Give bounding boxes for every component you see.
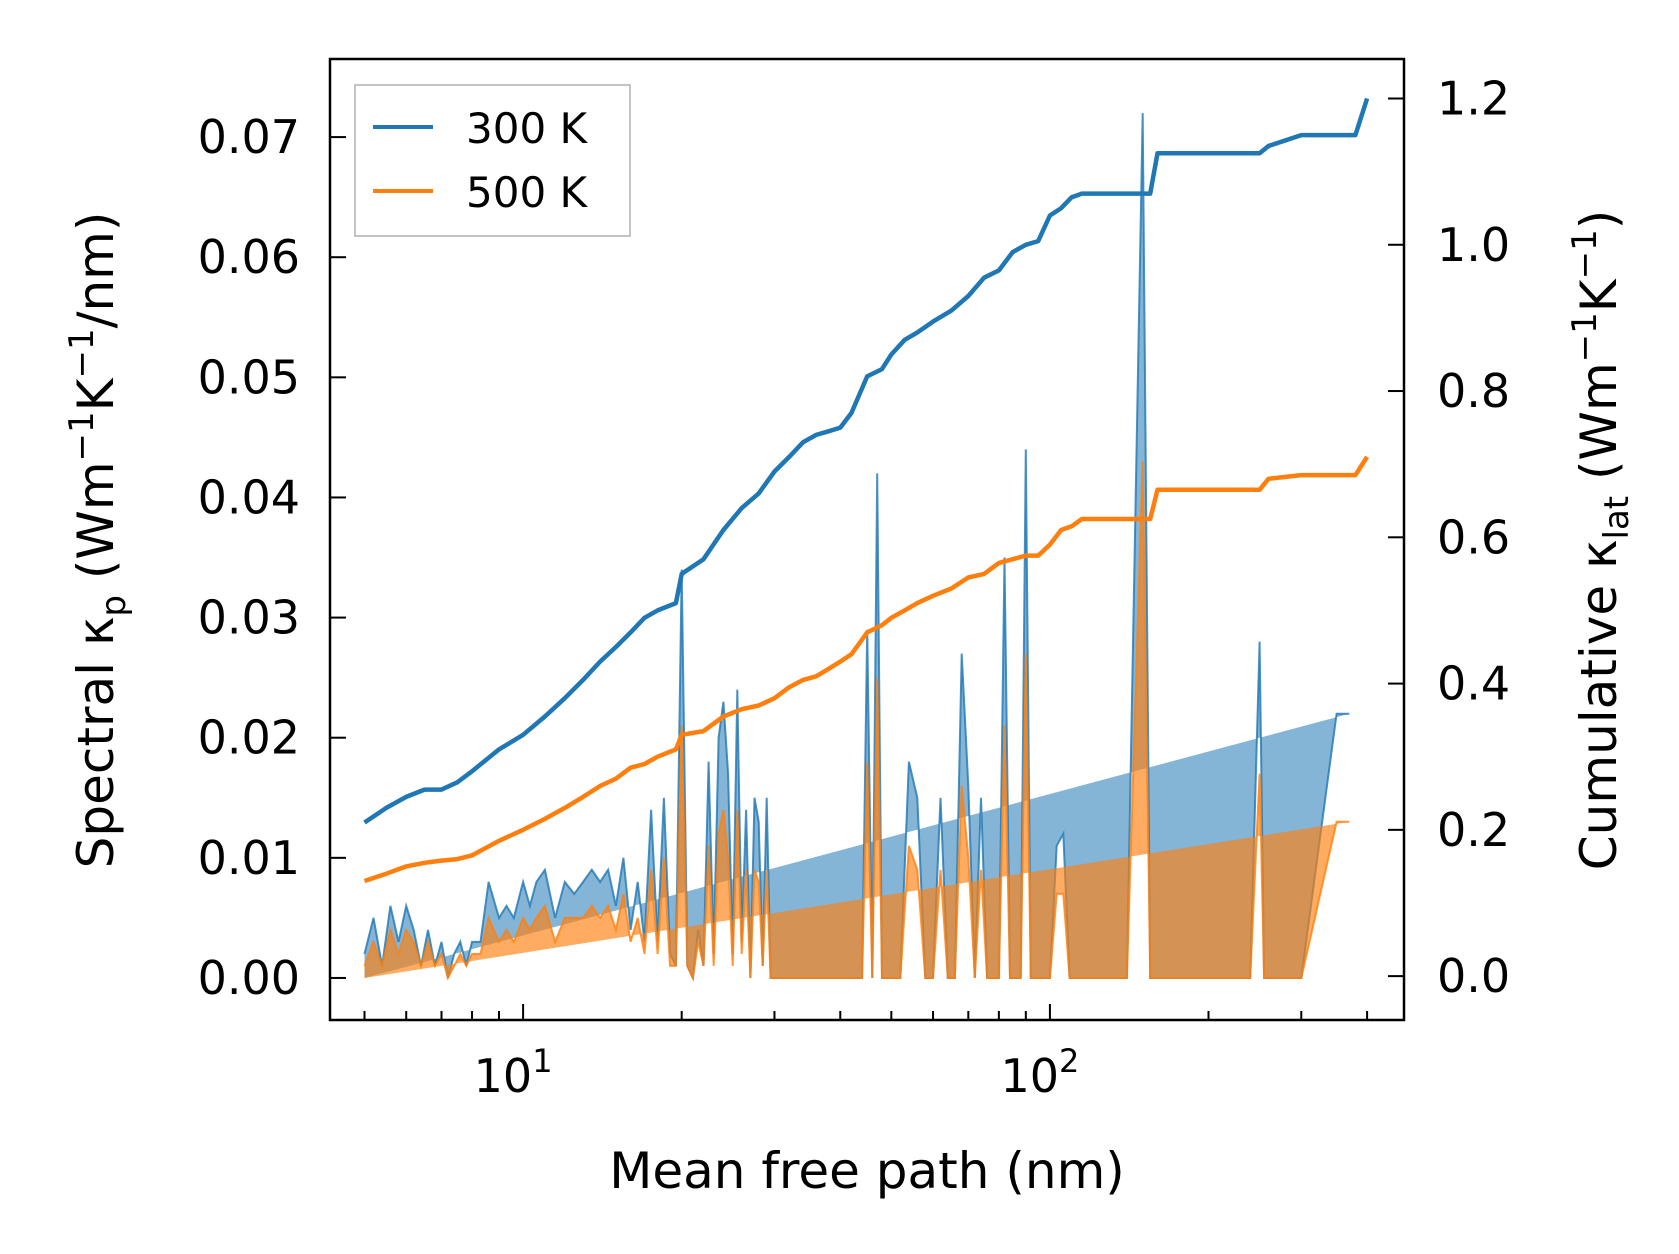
y-right-axis-label: Cumulative κlat (Wm−1K−1) [1565,210,1637,870]
y-right-tick-label: 0.6 [1437,510,1510,564]
y-axis-left: 0.00 0.01 0.02 0.03 0.04 0.05 0.06 0.07 [198,110,346,1005]
y-right-tick-label: 1.0 [1437,218,1510,272]
legend-label-500k: 500 K [466,168,589,217]
y-right-tick-label: 0.4 [1437,657,1510,711]
cumulative-line-300k [363,97,1370,825]
x-axis: 101 102 [363,1004,1369,1103]
y-axis-right: 0.0 0.2 0.4 0.6 0.8 1.0 1.2 [1388,71,1510,1003]
x-tick-label: 101 [474,1042,553,1103]
plot-frame [328,57,1406,1022]
spectral-area-500k [364,461,1350,978]
y-left-tick-label: 0.03 [198,591,300,645]
y-left-tick-label: 0.01 [198,831,300,885]
series-layer [363,97,1370,982]
x-tick-label: 102 [1000,1042,1079,1103]
y-right-tick-label: 0.8 [1437,364,1510,418]
legend: 300 K 500 K [354,84,631,237]
y-left-tick-label: 0.05 [198,350,300,404]
y-left-tick-label: 0.02 [198,711,300,765]
y-left-tick-label: 0.06 [198,230,300,284]
legend-label-300k: 300 K [466,104,589,153]
y-left-tick-label: 0.04 [198,470,300,524]
y-left-tick-label: 0.07 [198,110,300,164]
y-right-tick-label: 0.0 [1437,949,1510,1003]
y-left-axis-label: Spectral κp (Wm−1K−1/nm) [62,212,134,869]
y-right-tick-label: 0.2 [1437,803,1510,857]
y-right-tick-label: 1.2 [1437,71,1510,125]
cumulative-line-500k [363,455,1369,884]
y-left-tick-label: 0.00 [198,951,300,1005]
spectral-line-500k [363,461,1350,982]
legend-box [354,84,631,237]
x-axis-label: Mean free path (nm) [609,1142,1125,1200]
